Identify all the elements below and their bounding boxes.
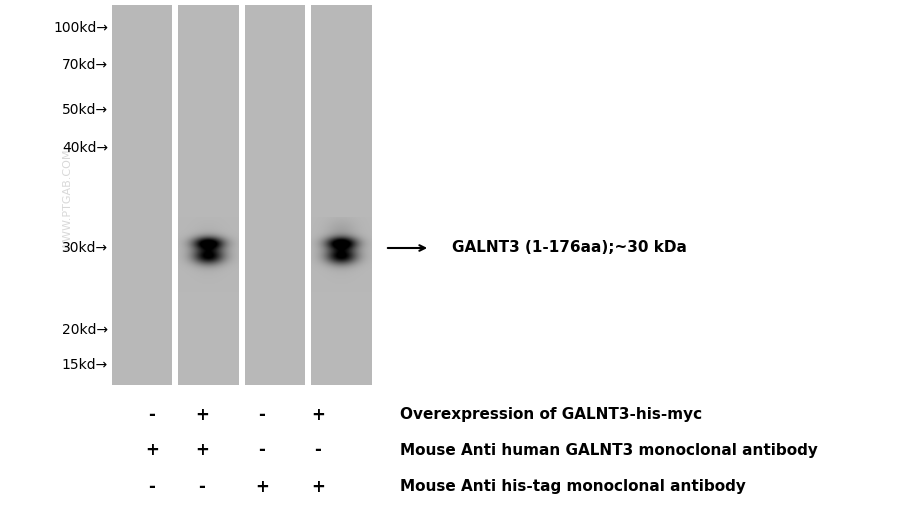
Bar (173, 5, 178, 385)
Text: +: + (145, 441, 159, 459)
Bar (305, 5, 312, 385)
Text: -: - (148, 406, 155, 424)
Text: -: - (148, 478, 155, 496)
Text: Overexpression of GALNT3-his-myc: Overexpression of GALNT3-his-myc (400, 407, 701, 423)
Text: 100kd→: 100kd→ (53, 21, 108, 35)
Bar (112, 5, 173, 385)
Text: -: - (258, 406, 266, 424)
Text: 20kd→: 20kd→ (62, 323, 108, 337)
Text: -: - (199, 478, 205, 496)
Text: WWW.PTGAB.COM: WWW.PTGAB.COM (62, 149, 73, 251)
Text: 15kd→: 15kd→ (62, 358, 108, 372)
Text: +: + (195, 406, 209, 424)
Text: 70kd→: 70kd→ (62, 58, 108, 72)
Text: +: + (311, 478, 324, 496)
Text: +: + (311, 406, 324, 424)
Text: 30kd→: 30kd→ (62, 241, 108, 255)
Text: +: + (195, 441, 209, 459)
Text: 50kd→: 50kd→ (62, 103, 108, 117)
Text: 40kd→: 40kd→ (62, 141, 108, 155)
Text: Mouse Anti his-tag monoclonal antibody: Mouse Anti his-tag monoclonal antibody (400, 480, 745, 495)
Text: -: - (314, 441, 321, 459)
Bar (244, 5, 305, 385)
Text: Mouse Anti human GALNT3 monoclonal antibody: Mouse Anti human GALNT3 monoclonal antib… (400, 443, 817, 458)
Bar (178, 5, 239, 385)
Bar (312, 5, 371, 385)
Text: +: + (255, 478, 268, 496)
Text: GALNT3 (1-176aa);~30 kDa: GALNT3 (1-176aa);~30 kDa (451, 241, 686, 255)
Text: -: - (258, 441, 266, 459)
Bar (239, 5, 244, 385)
